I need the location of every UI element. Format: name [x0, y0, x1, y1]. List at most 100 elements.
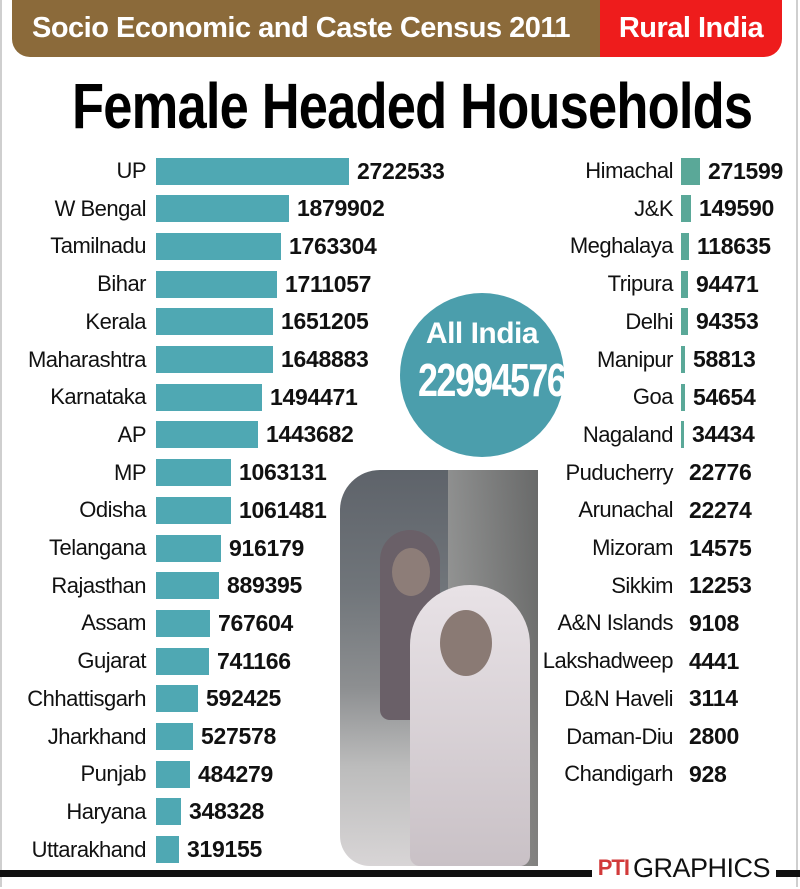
bar-row: Tamilnadu 1763304 [0, 231, 377, 261]
bar [681, 270, 688, 298]
women-photo [340, 470, 538, 866]
state-label: Tamilnadu [50, 233, 146, 259]
bar [681, 346, 685, 373]
bar [156, 572, 219, 600]
bar [681, 308, 688, 336]
bar-row: Nagaland 34434 [541, 420, 755, 450]
value-label: 1443682 [266, 421, 354, 448]
bar [156, 534, 221, 562]
bar [156, 496, 231, 524]
graphics-label: GRAPHICS [632, 852, 771, 883]
bar-row: Daman-Diu 2800 [541, 722, 739, 752]
state-label: A&N Islands [557, 610, 673, 636]
bar-row: Chhattisgarh 592425 [0, 684, 281, 714]
bar-row: Haryana 348328 [0, 797, 264, 827]
chart-title: Female Headed Households [72, 70, 753, 142]
bar-row: A&N Islands 9108 [541, 608, 739, 638]
value-label: 149590 [699, 195, 774, 222]
bar-row: Gujarat 741166 [0, 646, 291, 676]
bar [156, 723, 193, 750]
value-label: 4441 [689, 647, 739, 674]
state-label: Chandigarh [564, 761, 673, 787]
all-india-total-badge: All India 22994576 [400, 293, 567, 457]
state-label: Nagaland [582, 421, 674, 447]
bar-row: Lakshadweep 4441 [541, 646, 740, 676]
bar [156, 798, 181, 826]
state-label: Bihar [97, 271, 146, 297]
photo-face-back [392, 548, 430, 596]
value-label: 592425 [206, 685, 281, 712]
state-label: Jharkhand [47, 723, 147, 749]
photo-face-front [440, 610, 492, 676]
bar [156, 270, 277, 298]
all-india-label: All India [425, 317, 539, 350]
bar-row: Chandigarh 928 [541, 759, 727, 789]
state-label: Goa [632, 384, 674, 410]
state-label: Arunachal [578, 497, 673, 523]
bar-row: Telangana 916179 [0, 533, 304, 563]
value-label: 1063131 [239, 459, 327, 486]
bar [156, 421, 258, 449]
state-label: Karnataka [50, 384, 146, 410]
value-label: 22776 [689, 459, 752, 486]
bar [156, 459, 231, 487]
bar [156, 195, 289, 223]
bar-row: Himachal 271599 [541, 156, 783, 186]
value-label: 22274 [689, 496, 752, 523]
bar [681, 232, 689, 260]
bar-row: Karnataka 1494471 [0, 382, 358, 412]
value-label: 741166 [217, 647, 291, 674]
bar [156, 232, 281, 260]
bar-row: D&N Haveli 3114 [541, 684, 738, 714]
bar-row: Uttarakhand 319155 [0, 835, 262, 865]
state-label: D&N Haveli [564, 685, 673, 711]
bar-row: Assam 767604 [0, 608, 293, 638]
value-label: 1648883 [281, 346, 369, 372]
value-label: 1494471 [270, 383, 358, 410]
value-label: 58813 [693, 346, 756, 372]
value-label: 94471 [696, 270, 759, 297]
bar-row: Mizoram 14575 [541, 533, 752, 563]
bar-row: AP 1443682 [0, 420, 354, 450]
bar-row: Puducherry 22776 [541, 458, 751, 488]
state-label: Mizoram [592, 535, 673, 560]
bar [156, 157, 349, 185]
bar-row: Maharashtra 1648883 [0, 345, 369, 375]
header-banner: Socio Economic and Caste Census 2011 Rur… [12, 0, 782, 57]
bar-row: UP 2722533 [0, 156, 445, 186]
state-label: Uttarakhand [31, 836, 147, 862]
value-label: 12253 [689, 572, 752, 599]
bar-row: Meghalaya 118635 [541, 231, 771, 261]
bar-row: J&K 149590 [541, 194, 774, 224]
state-label: Puducherry [565, 459, 673, 485]
state-label: Rajasthan [51, 572, 146, 598]
state-label: Sikkim [611, 572, 673, 598]
state-label: Telangana [48, 535, 147, 560]
state-label: Himachal [585, 158, 673, 183]
state-label: Gujarat [77, 648, 146, 674]
state-label: Lakshadweep [542, 648, 674, 674]
census-label: Socio Economic and Caste Census 2011 [12, 0, 600, 57]
state-label: Daman-Diu [566, 723, 673, 749]
value-label: 94353 [696, 308, 759, 335]
value-label: 34434 [692, 421, 755, 448]
pti-graphics-logo: PTI GRAPHICS [591, 850, 776, 886]
pti-logo-icon: PTI [597, 855, 630, 880]
bar [156, 647, 209, 675]
state-label: Punjab [80, 761, 146, 787]
value-label: 767604 [218, 609, 293, 636]
value-label: 916179 [229, 534, 304, 561]
bar [156, 308, 273, 336]
state-label: Haryana [66, 798, 146, 824]
region-label: Rural India [600, 0, 782, 57]
value-label: 2800 [689, 723, 739, 749]
value-label: 484279 [198, 760, 273, 787]
value-label: 319155 [187, 836, 262, 863]
bar-row: Punjab 484279 [0, 759, 273, 789]
bar-row: Delhi 94353 [541, 307, 759, 337]
value-label: 1061481 [239, 496, 327, 523]
value-label: 1711057 [285, 270, 372, 297]
state-label: Assam [81, 610, 146, 636]
bar-row: Sikkim 12253 [541, 571, 752, 601]
bar [156, 383, 262, 411]
